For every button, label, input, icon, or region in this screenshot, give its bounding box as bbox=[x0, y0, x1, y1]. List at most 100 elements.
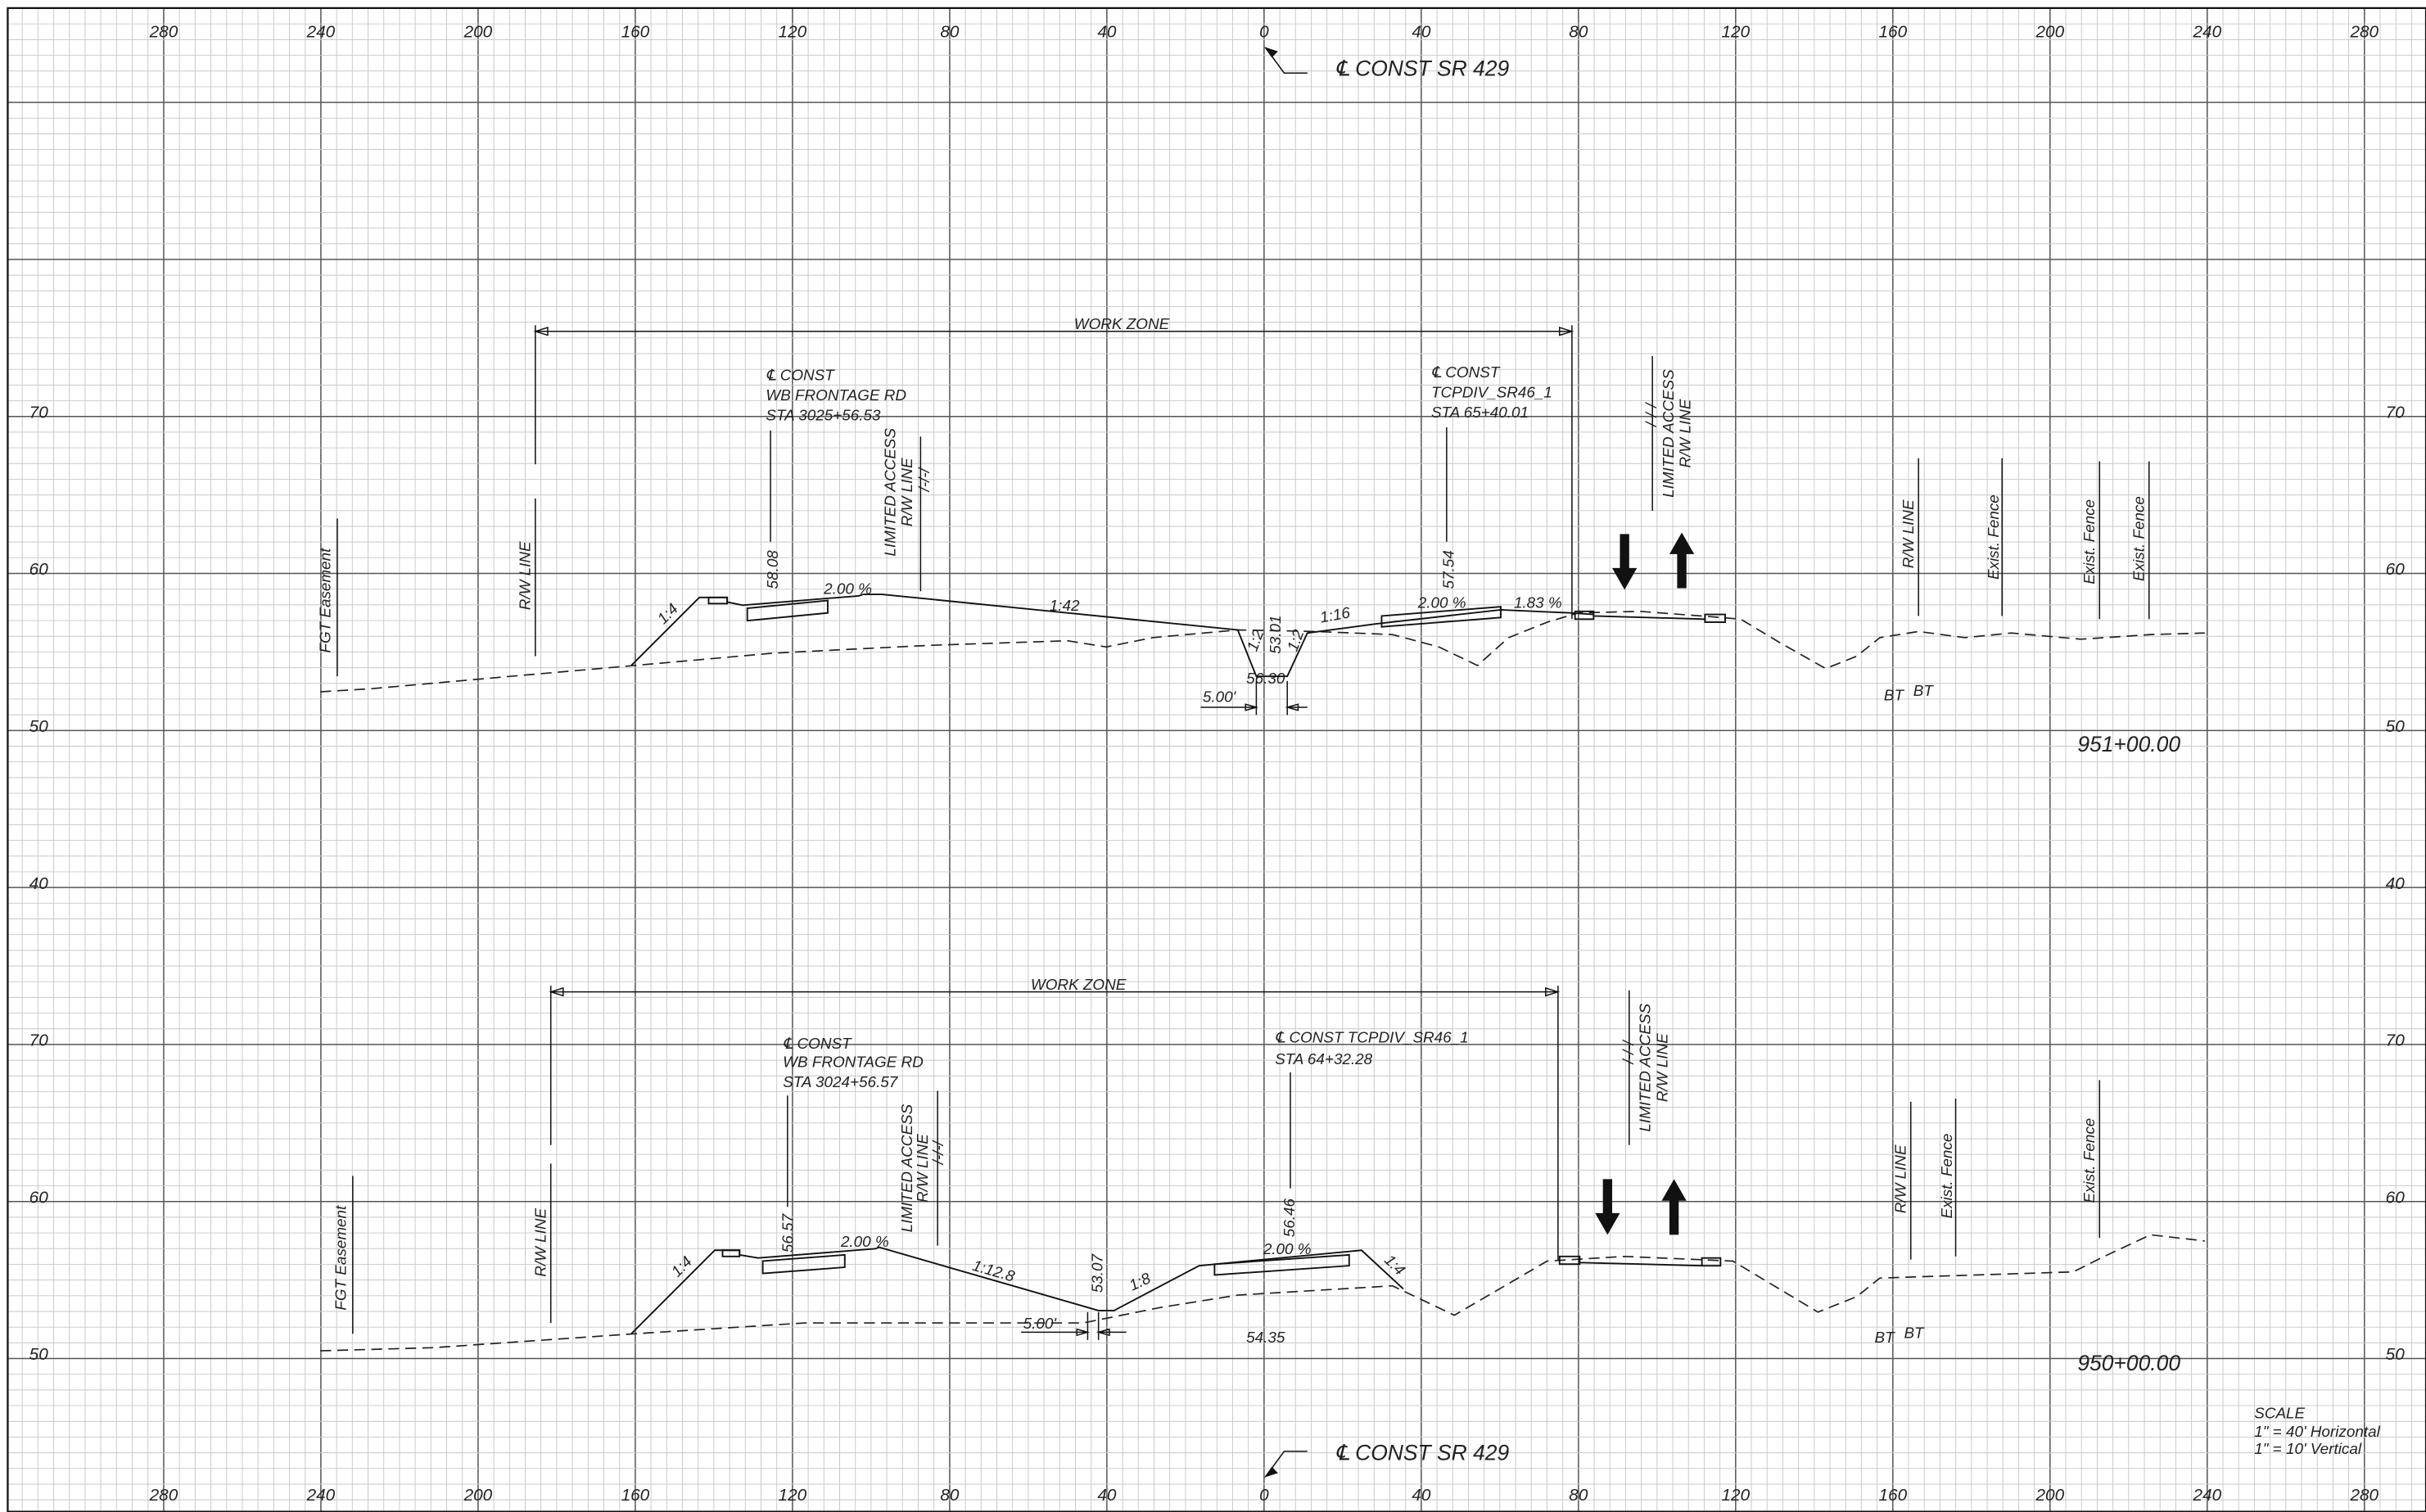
x-axis-label: 240 bbox=[2192, 1486, 2221, 1505]
exist-fence: Exist. Fence bbox=[2081, 1118, 2098, 1203]
x-axis-label: 280 bbox=[2349, 23, 2379, 42]
existing-ground bbox=[320, 610, 2205, 693]
arrowhead bbox=[1263, 1466, 1278, 1478]
fgt-easement: FGT Easement bbox=[318, 548, 335, 653]
elevation-label: 70 bbox=[29, 403, 49, 422]
x-axis-label: 240 bbox=[306, 23, 336, 42]
frontage-label: ℄ CONST bbox=[766, 368, 835, 385]
x-axis-label: 40 bbox=[1412, 1486, 1431, 1505]
pavement bbox=[707, 596, 1726, 628]
limited-access: R/W LINE bbox=[1654, 1033, 1671, 1102]
rw-line: R/W LINE bbox=[532, 1207, 549, 1276]
elevation-label: 50 bbox=[2386, 1345, 2406, 1364]
exist-fence: Exist. Fence bbox=[2130, 496, 2148, 581]
rw-line: R/W LINE bbox=[1892, 1144, 1909, 1213]
x-axis-label: 80 bbox=[1569, 23, 1588, 42]
x-axis-label: 200 bbox=[463, 1486, 493, 1505]
existing-ground bbox=[320, 1234, 2205, 1352]
frontage-label: WB FRONTAGE RD bbox=[783, 1054, 924, 1072]
scale-label: SCALE bbox=[2254, 1406, 2305, 1423]
arrowhead bbox=[1263, 47, 1278, 58]
traffic-arrows bbox=[1612, 532, 1695, 590]
limited-access: R/W LINE bbox=[899, 458, 916, 526]
bt: BT bbox=[1904, 1325, 1925, 1342]
elevation: 54.35 bbox=[1246, 1329, 1285, 1347]
limited-access: R/W LINE bbox=[915, 1134, 932, 1203]
elevation-label: 50 bbox=[2386, 717, 2406, 736]
axis-labels: 280 240 200 160 120 80 40 0 40 80 120 160 200 240 280 2… bbox=[29, 23, 2406, 1505]
elevation: 57.54 bbox=[1441, 550, 1458, 589]
x-axis-label: 240 bbox=[306, 1486, 336, 1505]
offset: 5.00' bbox=[1023, 1316, 1058, 1333]
x-axis-label: 280 bbox=[149, 23, 178, 42]
offset-dimension bbox=[1200, 680, 1308, 715]
x-axis-label: 40 bbox=[1097, 1486, 1117, 1505]
work-zone-dimension bbox=[549, 986, 1561, 1262]
bt: BT bbox=[1913, 683, 1935, 700]
grid bbox=[7, 7, 2426, 1512]
elevation-label: 60 bbox=[29, 560, 49, 579]
limited-access: LIMITED ACCESS bbox=[899, 1104, 916, 1232]
elevation: 58.08 bbox=[765, 550, 782, 589]
elevation-label: 60 bbox=[29, 1188, 49, 1207]
x-axis-label: 80 bbox=[940, 23, 960, 42]
elevation: 56.46 bbox=[1281, 1198, 1299, 1237]
leader bbox=[1267, 49, 1308, 74]
cross-slope: 1.83 % bbox=[1514, 594, 1562, 612]
scale-label: 1" = 40' Horizontal bbox=[2254, 1424, 2380, 1441]
x-axis-label: 0 bbox=[1259, 23, 1269, 42]
exist-fence: Exist. Fence bbox=[2081, 499, 2098, 584]
x-axis-label: 200 bbox=[463, 23, 493, 42]
elevation-label: 40 bbox=[2386, 874, 2406, 893]
upper-section: WORK ZONE ℄ CONST WB FRONTAGE RD STA 302… bbox=[318, 316, 2205, 756]
x-axis-label: 280 bbox=[149, 1486, 178, 1505]
frontage-label: WB FRONTAGE RD bbox=[766, 387, 906, 404]
x-axis-label: 160 bbox=[1878, 23, 1907, 42]
limited-access: /-/-/ bbox=[916, 467, 933, 493]
x-axis-label: 80 bbox=[1569, 1486, 1588, 1505]
rw-line: R/W LINE bbox=[1900, 499, 1918, 568]
cross-slope: 2.00 % bbox=[1417, 594, 1466, 612]
cross-slope: 2.00 % bbox=[823, 580, 872, 598]
frontage-label: ℄ CONST bbox=[783, 1036, 852, 1053]
x-axis-label: 120 bbox=[779, 1486, 807, 1505]
slope: 1:12.8 bbox=[970, 1257, 1017, 1286]
station: 950+00.00 bbox=[2077, 1351, 2180, 1375]
x-axis-label: 120 bbox=[1722, 23, 1751, 42]
scale-label: 1" = 10' Vertical bbox=[2254, 1441, 2362, 1458]
x-axis-label: 80 bbox=[940, 1486, 960, 1505]
elevation-label: 60 bbox=[2386, 1188, 2406, 1207]
leader bbox=[1267, 1451, 1308, 1475]
offset-dimension bbox=[1021, 1311, 1127, 1340]
tcpdiv-label: ℄ CONST bbox=[1431, 364, 1501, 381]
slope: 1:4 bbox=[1380, 1252, 1407, 1279]
tcpdiv-label: TCPDIV_SR46_1 bbox=[1431, 384, 1552, 401]
elevation: 53.01 bbox=[1267, 616, 1285, 654]
lower-section: WORK ZONE ℄ CONST WB FRONTAGE RD STA 302… bbox=[320, 977, 2205, 1375]
limited-access: LIMITED ACCESS bbox=[1638, 1004, 1655, 1132]
elevation: 56.30 bbox=[1246, 670, 1285, 688]
work-zone: WORK ZONE bbox=[1031, 977, 1127, 994]
x-axis-label: 240 bbox=[2192, 23, 2221, 42]
x-axis-label: 200 bbox=[2035, 1486, 2064, 1505]
limited-access: LIMITED ACCESS bbox=[1660, 369, 1678, 498]
elevation-label: 40 bbox=[29, 874, 49, 893]
x-axis-label: 160 bbox=[621, 23, 650, 42]
elevation-label: 70 bbox=[29, 1031, 49, 1050]
centerline-label: ℄ CONST SR 429 bbox=[1335, 1441, 1510, 1465]
centerline-label: ℄ CONST SR 429 bbox=[1335, 56, 1510, 80]
tcpdiv-label: STA 64+32.28 bbox=[1275, 1051, 1373, 1068]
proposed-grade bbox=[630, 1246, 1404, 1334]
bt: BT bbox=[1875, 1329, 1896, 1347]
offset: 5.00' bbox=[1203, 689, 1237, 706]
elevation-label: 50 bbox=[29, 717, 49, 736]
station: 951+00.00 bbox=[2077, 732, 2180, 756]
elevation-label: 60 bbox=[2386, 560, 2406, 579]
work-zone-dimension bbox=[533, 325, 1574, 620]
x-axis-label: 160 bbox=[1878, 1486, 1907, 1505]
x-axis-label: 40 bbox=[1097, 23, 1117, 42]
bt: BT bbox=[1884, 688, 1905, 705]
x-axis-label: 120 bbox=[1722, 1486, 1751, 1505]
limited-access: R/W LINE bbox=[1678, 399, 1695, 467]
